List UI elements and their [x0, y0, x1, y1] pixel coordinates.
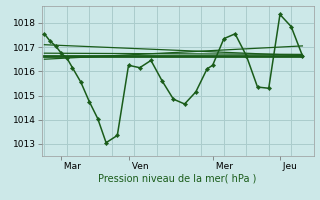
X-axis label: Pression niveau de la mer( hPa ): Pression niveau de la mer( hPa )	[99, 173, 257, 183]
